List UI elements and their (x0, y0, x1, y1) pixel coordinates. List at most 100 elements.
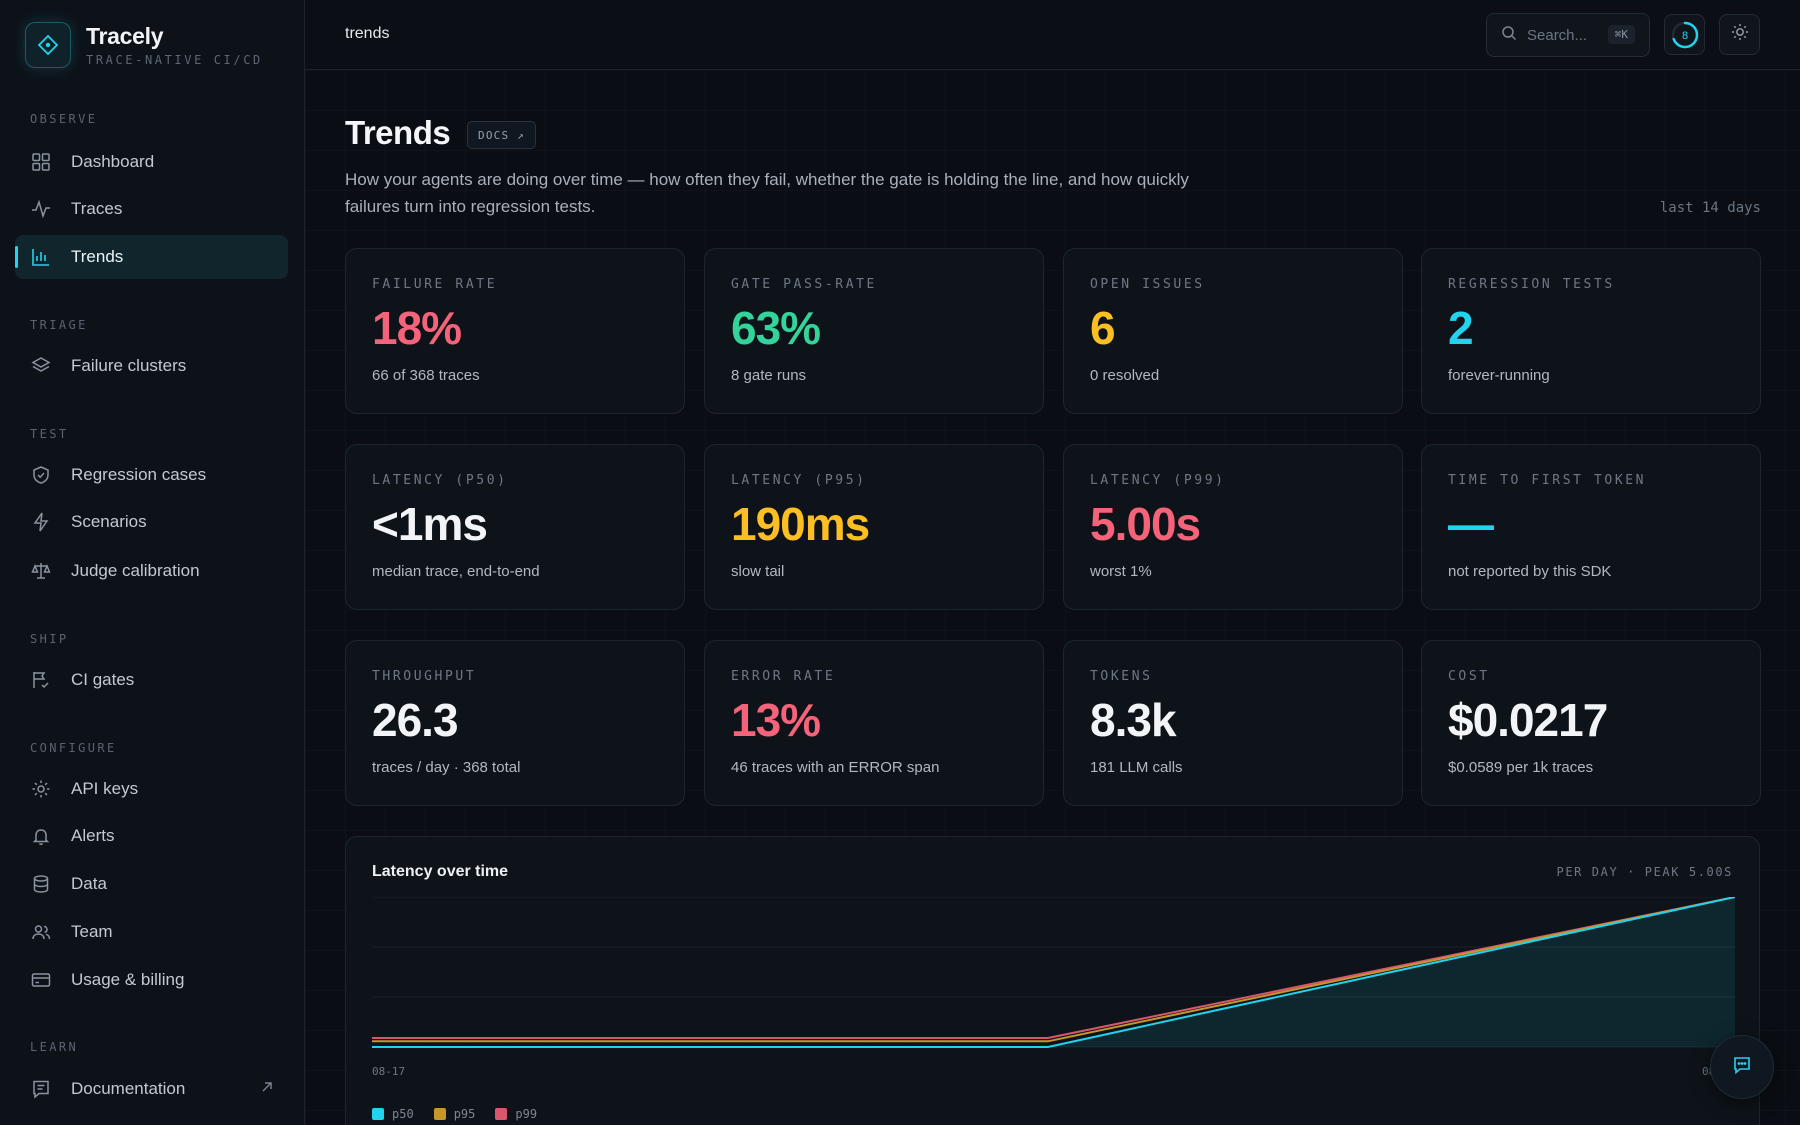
section-observe: OBSERVE (30, 112, 98, 126)
metric-label: THROUGHPUT (372, 669, 477, 684)
metric-label: OPEN ISSUES (1090, 277, 1205, 292)
metric-label: LATENCY (P99) (1090, 473, 1226, 488)
sidebar-item-scenarios[interactable]: Scenarios (15, 500, 288, 544)
users-icon (30, 921, 52, 943)
latency-chart-card: Latency over time PER DAY · PEAK 5.00S 0… (345, 836, 1760, 1125)
sidebar-item-alerts[interactable]: Alerts (15, 814, 288, 858)
sidebar-item-trends[interactable]: Trends (15, 235, 288, 279)
series-line-p50[interactable] (372, 897, 1735, 1048)
bolt-icon (30, 511, 52, 533)
sidebar-item-label: Regression cases (71, 465, 207, 484)
sidebar-item-label: Usage & billing (71, 970, 185, 989)
brand[interactable]: Tracely TRACE-NATIVE CI/CD (25, 22, 263, 68)
metric-sub: 0 resolved (1090, 367, 1160, 384)
metric-label: FAILURE RATE (372, 277, 498, 292)
metric-card-latency-p95[interactable]: LATENCY (P95) 190ms slow tail (704, 444, 1044, 610)
metric-value: 5.00s (1090, 498, 1201, 550)
legend-item-p50[interactable]: p50 (372, 1107, 414, 1121)
metric-card-gate-pass-rate[interactable]: GATE PASS-RATE 63% 8 gate runs (704, 248, 1044, 414)
metric-label: LATENCY (P50) (372, 473, 508, 488)
metric-card-latency-p99[interactable]: LATENCY (P99) 5.00s worst 1% (1063, 444, 1403, 610)
metric-card-error-rate[interactable]: ERROR RATE 13% 46 traces with an ERROR s… (704, 640, 1044, 806)
sidebar-item-documentation[interactable]: Documentation (15, 1067, 288, 1111)
metric-value: 190ms (731, 498, 870, 550)
search-shortcut: ⌘K (1607, 25, 1635, 44)
chart-legend: p50 p95 p99 (372, 1107, 557, 1121)
date-range-label[interactable]: last 14 days (1659, 200, 1761, 216)
sidebar-item-label: Team (71, 922, 113, 941)
legend-item-p99[interactable]: p99 (495, 1107, 537, 1121)
database-icon (30, 873, 52, 895)
sidebar-item-traces[interactable]: Traces (15, 187, 288, 231)
sidebar-item-failure-clusters[interactable]: Failure clusters (15, 344, 288, 388)
metric-label: REGRESSION TESTS (1448, 277, 1615, 292)
latency-chart[interactable] (372, 897, 1735, 1057)
notification-count: 8 (1681, 30, 1687, 42)
docs-button[interactable]: DOCS ↗ (467, 121, 536, 149)
legend-swatch (372, 1108, 384, 1120)
search-placeholder: Search... (1527, 26, 1588, 44)
progress-ring-icon: 8 (1671, 21, 1698, 48)
metric-sub: traces / day · 368 total (372, 759, 521, 776)
main-content: Trends DOCS ↗ How your agents are doing … (305, 70, 1800, 1125)
legend-swatch (495, 1108, 508, 1120)
sidebar-item-dashboard[interactable]: Dashboard (15, 140, 288, 184)
metric-card-regression-tests[interactable]: REGRESSION TESTS 2 forever-running (1421, 248, 1761, 414)
sidebar-item-label: Traces (71, 199, 123, 218)
metric-value: 13% (731, 694, 821, 746)
chart-meta: PER DAY · PEAK 5.00S (1556, 865, 1733, 879)
metric-sub: worst 1% (1090, 563, 1152, 580)
progress-ring-button[interactable]: 8 (1664, 14, 1705, 55)
metric-sub: slow tail (731, 563, 785, 580)
metric-card-cost[interactable]: COST $0.0217 $0.0589 per 1k traces (1421, 640, 1761, 806)
metric-value: — (1448, 498, 1494, 550)
search-input[interactable]: Search... ⌘K (1486, 13, 1650, 57)
breadcrumb[interactable]: trends (345, 25, 390, 42)
series-line-p99[interactable] (372, 897, 1735, 1039)
external-link-icon (260, 1079, 274, 1099)
metric-card-failure-rate[interactable]: FAILURE RATE 18% 66 of 368 traces (345, 248, 685, 414)
metric-value: 2 (1448, 302, 1474, 354)
brand-name: Tracely (86, 23, 164, 49)
metric-sub: 46 traces with an ERROR span (731, 759, 940, 776)
sidebar-item-label: API keys (71, 779, 139, 798)
metric-card-tokens[interactable]: TOKENS 8.3k 181 LLM calls (1063, 640, 1403, 806)
metric-sub: 8 gate runs (731, 367, 807, 384)
bar-chart-icon (30, 246, 52, 268)
series-line-p95[interactable] (372, 897, 1735, 1043)
sidebar-item-data[interactable]: Data (15, 862, 288, 906)
sidebar-item-api-keys[interactable]: API keys (15, 767, 288, 811)
metric-card-time-to-first-token[interactable]: TIME TO FIRST TOKEN — not reported by th… (1421, 444, 1761, 610)
metric-label: LATENCY (P95) (731, 473, 867, 488)
sidebar-item-judge-calibration[interactable]: Judge calibration (15, 549, 288, 593)
sidebar-item-label: Data (71, 874, 107, 893)
chat-button[interactable] (1710, 1035, 1774, 1099)
sidebar-item-regression-cases[interactable]: Regression cases (15, 453, 288, 497)
metric-label: COST (1448, 669, 1490, 684)
grid-icon (30, 151, 52, 173)
metric-label: ERROR RATE (731, 669, 836, 684)
metric-card-open-issues[interactable]: OPEN ISSUES 6 0 resolved (1063, 248, 1403, 414)
metric-label: GATE PASS-RATE (731, 277, 877, 292)
section-test: TEST (30, 427, 69, 441)
sidebar-item-label: CI gates (71, 670, 135, 689)
legend-item-p95[interactable]: p95 (433, 1107, 475, 1121)
metric-sub: 66 of 368 traces (372, 367, 480, 384)
metric-card-throughput[interactable]: THROUGHPUT 26.3 traces / day · 368 total (345, 640, 685, 806)
theme-toggle-button[interactable] (1719, 14, 1760, 55)
metric-sub: median trace, end-to-end (372, 563, 540, 580)
legend-swatch (433, 1108, 446, 1120)
sidebar-item-label: Documentation (71, 1079, 186, 1098)
legend-label: p50 (392, 1107, 414, 1121)
sidebar-item-ci-gates[interactable]: CI gates (15, 658, 288, 702)
pulse-icon (30, 198, 52, 220)
sidebar-item-usage-billing[interactable]: Usage & billing (15, 958, 288, 1002)
sidebar-item-team[interactable]: Team (15, 910, 288, 954)
metric-value: <1ms (372, 498, 488, 550)
logo-icon (25, 22, 71, 68)
metric-value: 63% (731, 302, 821, 354)
metric-sub: $0.0589 per 1k traces (1448, 759, 1594, 776)
section-triage: TRIAGE (30, 318, 88, 332)
metric-card-latency-p50[interactable]: LATENCY (P50) <1ms median trace, end-to-… (345, 444, 685, 610)
sidebar-item-label: Scenarios (71, 512, 147, 531)
